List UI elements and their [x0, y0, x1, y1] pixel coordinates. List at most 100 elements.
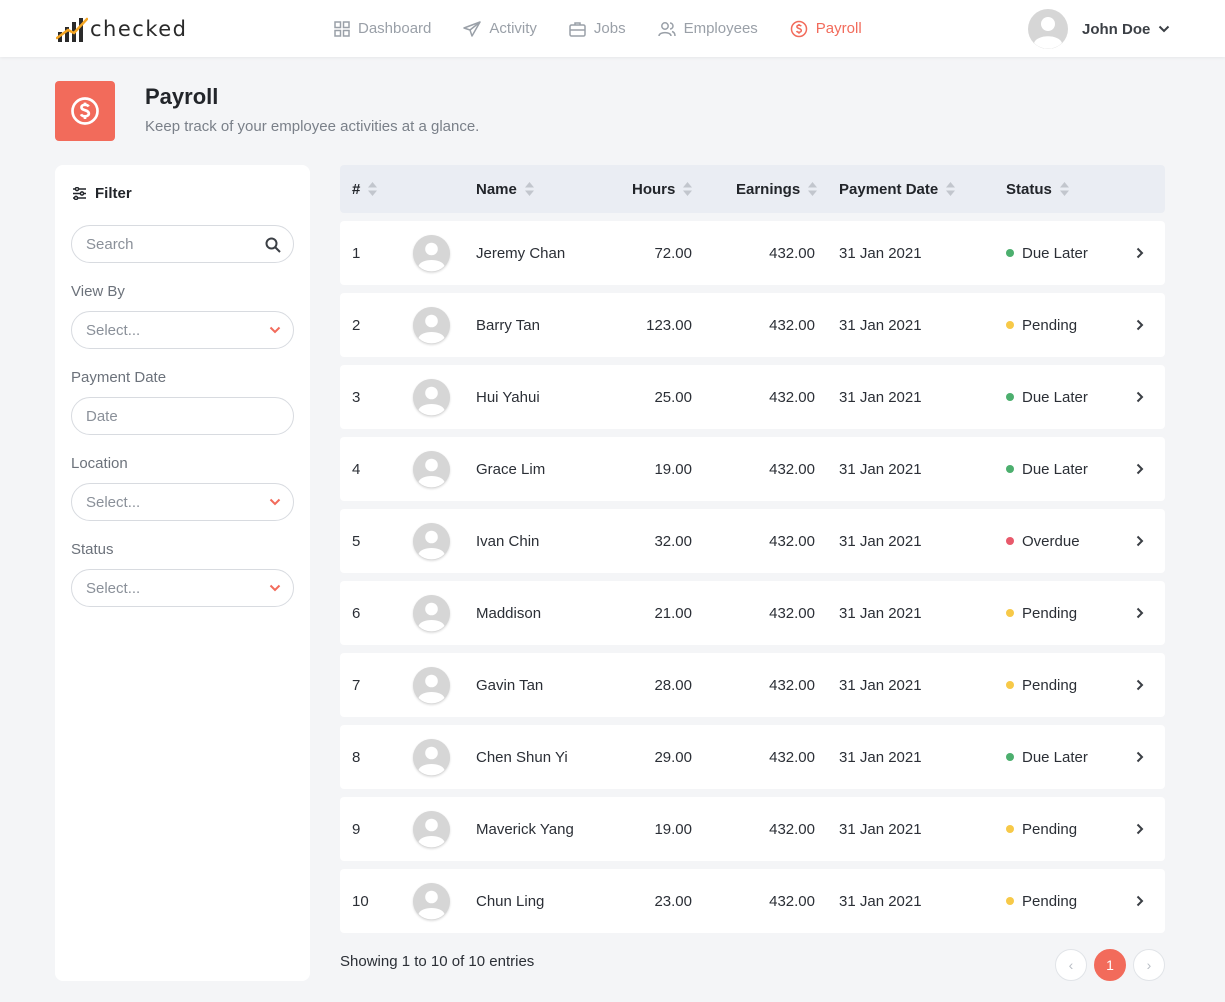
user-name: John Doe	[1082, 20, 1151, 38]
table-row[interactable]: 5 Ivan Chin 32.00 432.00 31 Jan 2021 Overdue	[340, 509, 1165, 573]
sort-icon[interactable]	[808, 182, 818, 196]
dollar-circle-icon	[71, 97, 99, 125]
status-label: Due Later	[1022, 244, 1088, 262]
avatar	[413, 595, 450, 632]
location-value: Select...	[86, 493, 141, 511]
column-name[interactable]: Name	[476, 165, 534, 213]
table-row[interactable]: 9 Maverick Yang 19.00 432.00 31 Jan 2021 Pend…	[340, 797, 1165, 861]
table-row[interactable]: 8 Chen Shun Yi 29.00 432.00 31 Jan 2021 Due L…	[340, 725, 1165, 789]
sort-icon[interactable]	[683, 182, 693, 196]
hours-value: 32.00	[654, 532, 692, 550]
chevron-right-icon[interactable]	[1136, 319, 1144, 331]
chevron-right-icon[interactable]	[1136, 823, 1144, 835]
row-index: 2	[352, 316, 361, 334]
employee-name: Gavin Tan	[476, 676, 544, 694]
page-icon	[55, 81, 115, 141]
avatar	[413, 307, 450, 344]
status-cell: Pending	[1006, 653, 1077, 717]
employee-name: Maverick Yang	[476, 820, 574, 838]
hours-value: 72.00	[654, 244, 692, 262]
nav-payroll[interactable]: Payroll	[790, 20, 862, 38]
search-input[interactable]: Search	[71, 225, 294, 263]
earnings-value: 432.00	[769, 460, 815, 478]
column-status[interactable]: Status	[1006, 165, 1069, 213]
status-cell: Due Later	[1006, 437, 1088, 501]
sort-icon[interactable]	[368, 182, 378, 196]
table-row[interactable]: 10 Chun Ling 23.00 432.00 31 Jan 2021 Pending	[340, 869, 1165, 933]
nav-label: Dashboard	[358, 20, 432, 37]
view-by-value: Select...	[86, 321, 141, 339]
payment-date-input[interactable]: Date	[71, 397, 294, 435]
chevron-right-icon[interactable]	[1136, 751, 1144, 763]
status-value: Select...	[86, 579, 141, 597]
column-label: Name	[476, 180, 517, 198]
nav-jobs[interactable]: Jobs	[569, 20, 626, 37]
sort-icon[interactable]	[946, 182, 956, 196]
avatar	[413, 523, 450, 560]
column-hours[interactable]: Hours	[632, 165, 693, 213]
brand-name: checked	[90, 17, 188, 41]
status-cell: Pending	[1006, 293, 1077, 357]
nav-dashboard[interactable]: Dashboard	[334, 20, 431, 37]
brand-logo[interactable]: checked	[56, 16, 187, 42]
payment-date-label: Payment Date	[71, 369, 167, 386]
avatar-placeholder-icon	[413, 451, 450, 488]
chevron-right-icon[interactable]	[1136, 679, 1144, 691]
table-row[interactable]: 3 Hui Yahui 25.00 432.00 31 Jan 2021 Due Late…	[340, 365, 1165, 429]
search-icon[interactable]	[265, 237, 281, 253]
column-label: Earnings	[736, 180, 801, 198]
nav-employees[interactable]: Employees	[657, 20, 758, 37]
chevron-right-icon[interactable]	[1136, 535, 1144, 547]
column-earnings[interactable]: Earnings	[736, 165, 818, 213]
chevron-down-icon	[269, 584, 281, 592]
row-index: 8	[352, 748, 361, 766]
pagination-page[interactable]: 1	[1094, 949, 1126, 981]
earnings-value: 432.00	[769, 244, 815, 262]
table-row[interactable]: 2 Barry Tan 123.00 432.00 31 Jan 2021 Pending	[340, 293, 1165, 357]
logo-bars-icon	[56, 17, 88, 42]
nav-activity[interactable]: Activity	[463, 20, 537, 37]
location-select[interactable]: Select...	[71, 483, 294, 521]
avatar-placeholder-icon	[413, 235, 450, 272]
search-placeholder: Search	[86, 235, 134, 253]
column-payment-date[interactable]: Payment Date	[839, 165, 956, 213]
earnings-value: 432.00	[769, 820, 815, 838]
chevron-right-icon[interactable]	[1136, 895, 1144, 907]
chevron-right-icon[interactable]	[1136, 607, 1144, 619]
table-row[interactable]: 6 Maddison 21.00 432.00 31 Jan 2021 Pending	[340, 581, 1165, 645]
chevron-right-icon[interactable]	[1136, 391, 1144, 403]
hours-value: 19.00	[654, 460, 692, 478]
status-dot	[1006, 825, 1014, 833]
earnings-value: 432.00	[769, 532, 815, 550]
chevron-right-icon[interactable]	[1136, 247, 1144, 259]
payment-date-value: 31 Jan 2021	[839, 316, 922, 334]
table-row[interactable]: 7 Gavin Tan 28.00 432.00 31 Jan 2021 Pending	[340, 653, 1165, 717]
sort-icon[interactable]	[524, 182, 534, 196]
table-row[interactable]: 1 Jeremy Chan 72.00 432.00 31 Jan 2021 Due La…	[340, 221, 1165, 285]
sort-icon[interactable]	[1059, 182, 1069, 196]
table-header: # Name Hours Earnings Payment Date Statu…	[340, 165, 1165, 213]
row-index: 9	[352, 820, 361, 838]
earnings-value: 432.00	[769, 316, 815, 334]
avatar	[413, 811, 450, 848]
column-label: Payment Date	[839, 180, 939, 198]
view-by-select[interactable]: Select...	[71, 311, 294, 349]
chevron-down-icon	[1159, 25, 1170, 33]
employee-name: Maddison	[476, 604, 542, 622]
column-label: Hours	[632, 180, 676, 198]
row-index: 3	[352, 388, 361, 406]
filter-panel: Filter Search View By Select... Payment …	[55, 165, 310, 981]
avatar	[413, 451, 450, 488]
user-menu[interactable]: John Doe	[1028, 9, 1170, 49]
column-index[interactable]: #	[352, 165, 378, 213]
pagination-next[interactable]: ›	[1133, 949, 1165, 981]
page-subtitle: Keep track of your employee activities a…	[145, 118, 480, 135]
status-select[interactable]: Select...	[71, 569, 294, 607]
pagination-prev[interactable]: ‹	[1055, 949, 1087, 981]
avatar-placeholder-icon	[413, 811, 450, 848]
chevron-right-icon[interactable]	[1136, 463, 1144, 475]
payment-date-placeholder: Date	[86, 407, 118, 425]
hours-value: 23.00	[654, 892, 692, 910]
table-row[interactable]: 4 Grace Lim 19.00 432.00 31 Jan 2021 Due Late…	[340, 437, 1165, 501]
payment-date-value: 31 Jan 2021	[839, 532, 922, 550]
